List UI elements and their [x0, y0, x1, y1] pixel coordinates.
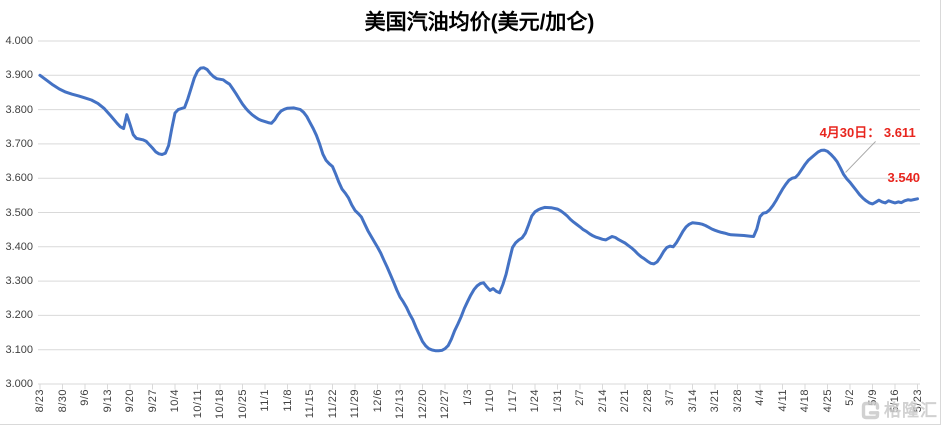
x-axis-tick-label: 12/20 [416, 389, 429, 420]
y-axis-tick-label: 3.200 [5, 309, 33, 322]
y-axis-tick-label: 4.000 [5, 35, 33, 47]
x-axis-tick-label: 9/20 [124, 389, 136, 413]
y-axis-tick-label: 3.100 [5, 343, 33, 356]
chart-border [0, 0, 941, 425]
x-axis-tick-label: 2/28 [641, 389, 654, 413]
y-axis-tick-label: 3.000 [5, 378, 33, 390]
x-axis-tick-label: 1/17 [506, 389, 519, 413]
x-axis-tick-label: 9/6 [79, 389, 91, 406]
x-axis-tick-label: 8/23 [34, 389, 46, 413]
price-line-series [38, 66, 919, 353]
y-axis-tick-label: 3.900 [5, 69, 33, 82]
x-axis-tick-label: 5/2 [844, 389, 856, 406]
x-axis-tick-label: 10/25 [236, 389, 249, 420]
x-axis-tick-label: 1/3 [461, 389, 474, 406]
y-axis-tick-label: 3.600 [5, 172, 33, 185]
x-axis-tick-label: 4/25 [821, 389, 834, 413]
x-axis-tick-label: 10/4 [169, 389, 181, 413]
y-axis-tick-label: 3.800 [5, 103, 33, 116]
callout-leader-line [845, 141, 876, 173]
x-axis-tick-label: 12/6 [371, 389, 384, 413]
x-axis-tick-label: 12/13 [394, 389, 406, 420]
x-axis-tick-label: 8/30 [56, 389, 69, 413]
chart-title: 美国汽油均价(美元/加仑) [364, 11, 595, 34]
x-axis-tick-label: 2/21 [619, 389, 631, 413]
x-axis-tick-label: 11/1 [259, 389, 271, 412]
x-axis-tick-label: 9/27 [146, 389, 159, 413]
x-axis-tick-label: 11/22 [326, 389, 339, 419]
annotation-last-value-label: 3.540 [887, 169, 921, 185]
x-axis-tick-label: 9/13 [101, 389, 114, 413]
y-axis-tick-label: 3.500 [5, 206, 33, 219]
x-axis-tick-label: 1/10 [484, 389, 496, 413]
y-axis-tick-label: 3.400 [5, 240, 33, 253]
annotation-apr30-callout: 4月30日： 3.611 [819, 125, 916, 141]
x-axis-tick-label: 1/31 [551, 389, 564, 413]
y-axis-tick-label: 3.300 [5, 275, 33, 288]
gelonghui-watermark-text: 格隆汇 [884, 400, 938, 420]
x-axis-tick-label: 3/28 [731, 389, 744, 413]
x-axis-tick-label: 10/11 [191, 389, 204, 419]
x-axis-tick-label: 4/4 [754, 389, 766, 406]
x-axis-tick-label: 3/21 [709, 389, 721, 413]
x-axis-tick-label: 3/14 [686, 389, 699, 413]
x-axis-tick-label: 3/7 [664, 389, 676, 406]
x-axis-tick-label: 11/8 [281, 389, 294, 412]
x-axis-tick-label: 1/24 [529, 389, 541, 413]
x-axis-tick-label: 2/14 [596, 389, 609, 413]
x-axis-tick-label: 4/11 [776, 389, 789, 412]
x-axis-tick-label: 11/29 [349, 389, 361, 419]
x-axis-tick-label: 2/7 [574, 389, 586, 406]
x-axis-tick-label: 10/18 [214, 389, 226, 420]
y-axis-tick-label: 3.700 [5, 137, 33, 150]
x-axis-tick-label: 4/18 [799, 389, 811, 413]
x-axis-tick-label: 11/15 [304, 389, 316, 419]
x-axis-tick-label: 12/27 [439, 389, 451, 420]
gelonghui-logo-icon [861, 401, 880, 420]
gelonghui-watermark: 格隆汇 [860, 400, 938, 421]
